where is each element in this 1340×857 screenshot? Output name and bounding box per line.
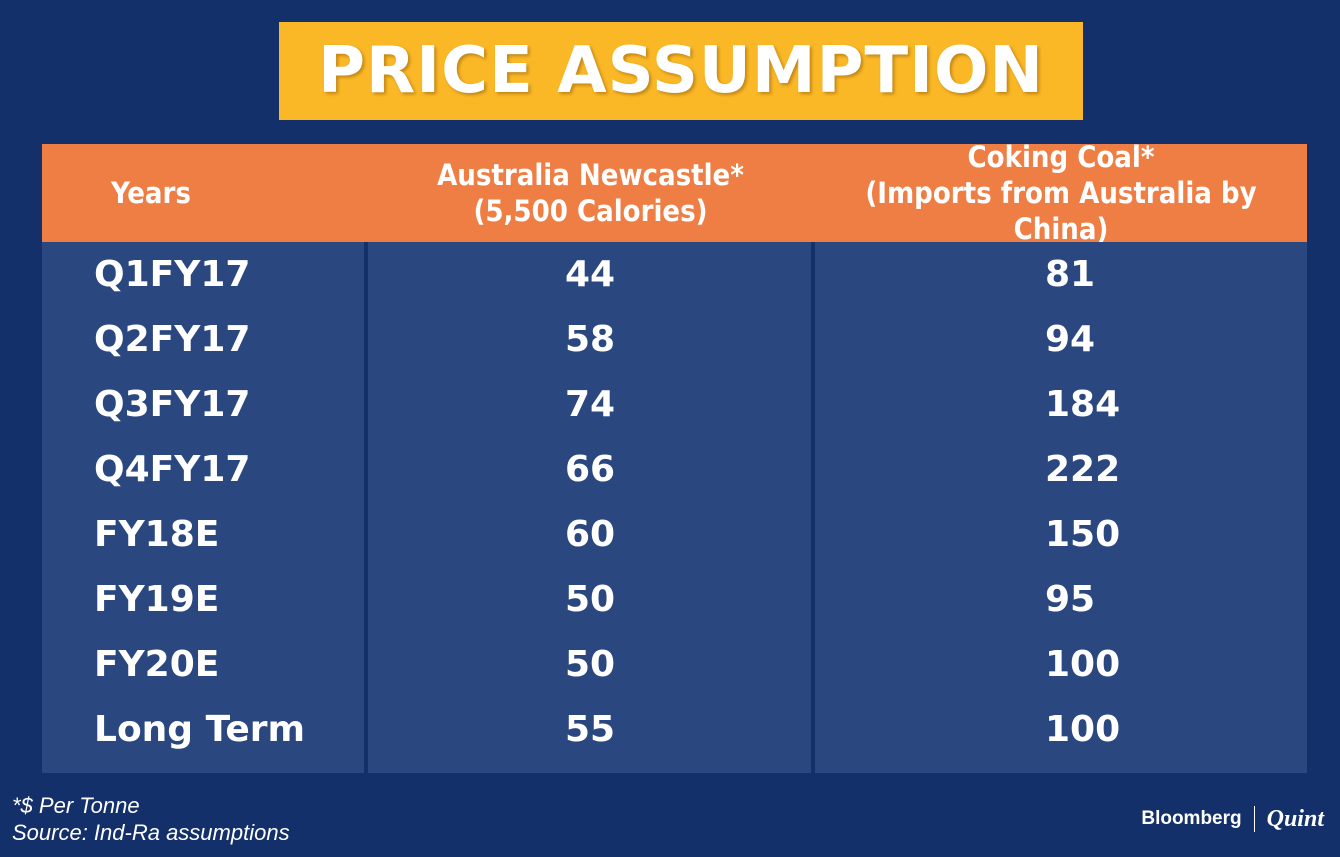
cell-newcastle-price: 60 bbox=[565, 514, 616, 555]
cell-coking-coal-price: 222 bbox=[1045, 449, 1121, 490]
column-background-years bbox=[42, 242, 364, 773]
cell-newcastle-price: 58 bbox=[565, 319, 616, 360]
column-header-years: Years bbox=[42, 144, 366, 242]
cell-year: FY18E bbox=[94, 514, 220, 555]
column-header-subline: (Imports from Australia by China) bbox=[865, 176, 1257, 246]
column-header-coking-coal: Coking Coal* (Imports from Australia by … bbox=[815, 140, 1307, 246]
unit-note: *$ Per Tonne bbox=[12, 793, 140, 818]
table-row: Q1FY17 44 81 bbox=[42, 242, 1307, 307]
cell-year: Q2FY17 bbox=[94, 319, 251, 360]
column-header-line: Coking Coal* bbox=[967, 140, 1155, 174]
column-header-newcastle: Australia Newcastle* (5,500 Calories) bbox=[368, 144, 813, 242]
cell-coking-coal-price: 94 bbox=[1045, 319, 1096, 360]
cell-year: Q3FY17 bbox=[94, 384, 251, 425]
table-row: FY20E 50 100 bbox=[42, 632, 1307, 697]
cell-newcastle-price: 44 bbox=[565, 254, 616, 295]
cell-coking-coal-price: 81 bbox=[1045, 254, 1096, 295]
column-header-line: Years bbox=[111, 176, 191, 210]
table-row: Q2FY17 58 94 bbox=[42, 307, 1307, 372]
cell-coking-coal-price: 95 bbox=[1045, 579, 1096, 620]
cell-newcastle-price: 66 bbox=[565, 449, 616, 490]
column-header-line: Australia Newcastle* bbox=[437, 158, 744, 192]
cell-year: FY19E bbox=[94, 579, 220, 620]
cell-year: Q4FY17 bbox=[94, 449, 251, 490]
brand-divider bbox=[1253, 806, 1255, 832]
cell-newcastle-price: 50 bbox=[565, 644, 616, 685]
cell-coking-coal-price: 100 bbox=[1045, 644, 1121, 685]
title-banner: PRICE ASSUMPTION bbox=[279, 22, 1083, 120]
brand-quint: Quint bbox=[1266, 805, 1324, 832]
cell-newcastle-price: 50 bbox=[565, 579, 616, 620]
column-background-newcastle bbox=[368, 242, 811, 773]
table-header: Years Australia Newcastle* (5,500 Calori… bbox=[42, 140, 1307, 246]
cell-newcastle-price: 74 bbox=[565, 384, 616, 425]
page-title: PRICE ASSUMPTION bbox=[318, 34, 1044, 108]
cell-coking-coal-price: 100 bbox=[1045, 709, 1121, 750]
cell-year: FY20E bbox=[94, 644, 220, 685]
table-row: Q4FY17 66 222 bbox=[42, 437, 1307, 502]
table-row: Long Term 55 100 bbox=[42, 697, 1307, 762]
column-header-subline: (5,500 Calories) bbox=[473, 194, 708, 228]
brand-bloomberg: Bloomberg bbox=[1141, 808, 1242, 829]
cell-newcastle-price: 55 bbox=[565, 709, 616, 750]
price-table: Years Australia Newcastle* (5,500 Calori… bbox=[42, 140, 1307, 773]
cell-year: Long Term bbox=[94, 709, 306, 750]
cell-year: Q1FY17 bbox=[94, 254, 251, 295]
cell-coking-coal-price: 150 bbox=[1045, 514, 1121, 555]
cell-coking-coal-price: 184 bbox=[1045, 384, 1121, 425]
table-row: Q3FY17 74 184 bbox=[42, 372, 1307, 437]
footnote: *$ Per Tonne Source: Ind-Ra assumptions bbox=[12, 792, 290, 846]
table-row: FY18E 60 150 bbox=[42, 502, 1307, 567]
column-background-coking-coal bbox=[815, 242, 1307, 773]
brand-logo: Bloomberg Quint bbox=[1141, 804, 1324, 834]
table-row: FY19E 50 95 bbox=[42, 567, 1307, 632]
source-note: Source: Ind-Ra assumptions bbox=[12, 820, 290, 845]
table-body: Q1FY17 44 81 Q2FY17 58 94 Q3FY17 74 184 Q4FY17 66 2… bbox=[42, 242, 1307, 762]
